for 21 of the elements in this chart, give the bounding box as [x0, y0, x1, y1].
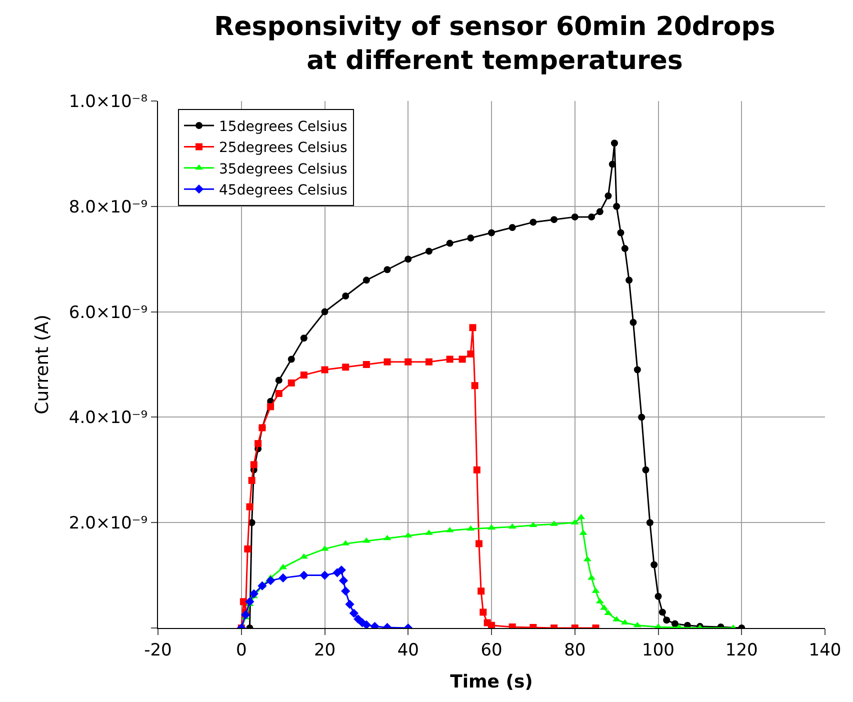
x-tick-label: 0 [236, 640, 247, 660]
x-tick-label: 20 [314, 640, 336, 660]
legend-label: 45degrees Celsius [219, 182, 348, 199]
y-tick-label: 2.0×10⁻⁹ [68, 514, 148, 534]
y-tick-label: 8.0×10⁻⁹ [68, 197, 148, 218]
y-axis-title: Current (A) [32, 314, 54, 414]
x-tick-label: 120 [725, 640, 758, 660]
x-tick-label: -20 [144, 640, 172, 660]
y-tick-label: 4.0×10⁻⁹ [68, 408, 148, 428]
x-tick-label: 60 [480, 640, 502, 660]
chart-title: Responsivity of sensor 60min 20drops at different temperatures [214, 12, 776, 76]
legend-label: 35degrees Celsius [219, 161, 348, 178]
x-tick-label: 80 [564, 640, 586, 660]
x-tick-label: 100 [642, 640, 674, 660]
y-tick-label: 1.0×10⁻⁸ [68, 92, 148, 112]
legend-label: 25degrees Celsius [219, 140, 348, 156]
x-tick-label: 40 [397, 640, 419, 660]
y-tick-label: 6.0×10⁻⁹ [68, 302, 148, 323]
x-axis-title: Time (s) [450, 672, 533, 692]
legend-label: 15degrees Celsius [219, 118, 348, 135]
x-tick-label: 140 [808, 640, 842, 660]
